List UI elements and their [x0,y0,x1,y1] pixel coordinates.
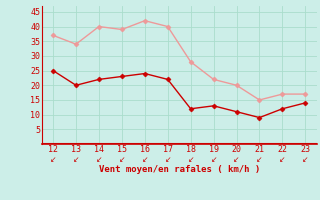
X-axis label: Vent moyen/en rafales ( km/h ): Vent moyen/en rafales ( km/h ) [99,165,260,174]
Text: ↙: ↙ [73,155,79,164]
Text: ↙: ↙ [233,155,240,164]
Text: ↙: ↙ [142,155,148,164]
Text: ↙: ↙ [164,155,171,164]
Text: ↙: ↙ [211,155,217,164]
Text: ↙: ↙ [302,155,308,164]
Text: ↙: ↙ [256,155,263,164]
Text: ↙: ↙ [279,155,285,164]
Text: ↙: ↙ [188,155,194,164]
Text: ↙: ↙ [96,155,102,164]
Text: ↙: ↙ [50,155,56,164]
Text: ↙: ↙ [119,155,125,164]
